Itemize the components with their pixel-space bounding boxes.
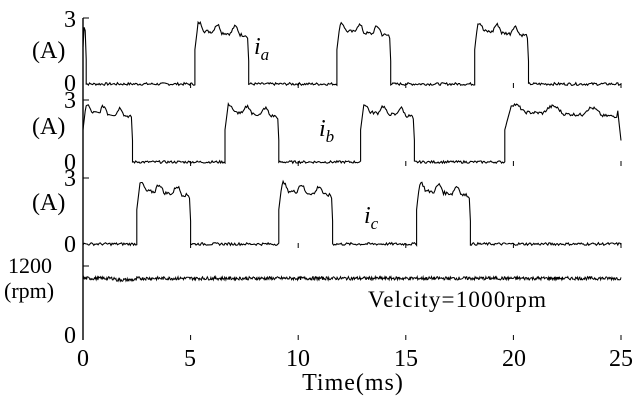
x-tick-label-15: 15 bbox=[394, 346, 418, 372]
panel-ic: 3 (A) 0 ic bbox=[32, 166, 622, 258]
x-tick-label-10: 10 bbox=[286, 346, 310, 372]
x-axis-label: Time(ms) bbox=[302, 370, 404, 396]
x-tick-label-20: 20 bbox=[502, 346, 526, 372]
ia-ytick-bottom: 0 bbox=[64, 71, 76, 97]
panel-velocity: 1200 (rpm) 0 Velcity=1000rpm bbox=[4, 253, 622, 349]
x-tick-label-5: 5 bbox=[184, 346, 196, 372]
ib-current-line bbox=[82, 102, 622, 165]
ic-label: ic bbox=[364, 203, 379, 233]
ic-unit-label: (A) bbox=[32, 190, 65, 216]
ic-ytick-top: 3 bbox=[64, 166, 76, 192]
velocity-ytick-bottom: 0 bbox=[64, 323, 76, 349]
ic-axis-ticks bbox=[82, 177, 622, 248]
ia-current-line bbox=[82, 20, 621, 87]
x-axis: 0 5 10 15 20 25 Time(ms) bbox=[77, 346, 633, 396]
x-tick-label-25: 25 bbox=[609, 346, 633, 372]
ib-axis-ticks bbox=[82, 99, 622, 166]
velocity-line bbox=[82, 274, 622, 283]
ia-unit-label: (A) bbox=[32, 38, 65, 64]
ib-ytick-bottom: 0 bbox=[64, 150, 76, 176]
ib-label: ib bbox=[319, 116, 334, 146]
ib-ytick-top: 3 bbox=[64, 88, 76, 114]
x-tick-label-0: 0 bbox=[77, 346, 89, 372]
velocity-unit-label: (rpm) bbox=[4, 278, 54, 303]
velocity-ytick-top: 1200 bbox=[8, 253, 52, 278]
ia-ytick-top: 3 bbox=[64, 7, 76, 33]
ia-axis-ticks bbox=[82, 17, 622, 88]
velocity-annotation: Velcity=1000rpm bbox=[368, 287, 547, 312]
ib-unit-label: (A) bbox=[32, 114, 65, 140]
panel-ib: 3 (A) 0 ib bbox=[32, 88, 622, 176]
ic-current-line bbox=[82, 179, 622, 247]
panel-ia: 3 (A) 0 ia bbox=[32, 7, 622, 97]
ia-label: ia bbox=[254, 34, 269, 64]
ic-ytick-bottom: 0 bbox=[64, 232, 76, 258]
